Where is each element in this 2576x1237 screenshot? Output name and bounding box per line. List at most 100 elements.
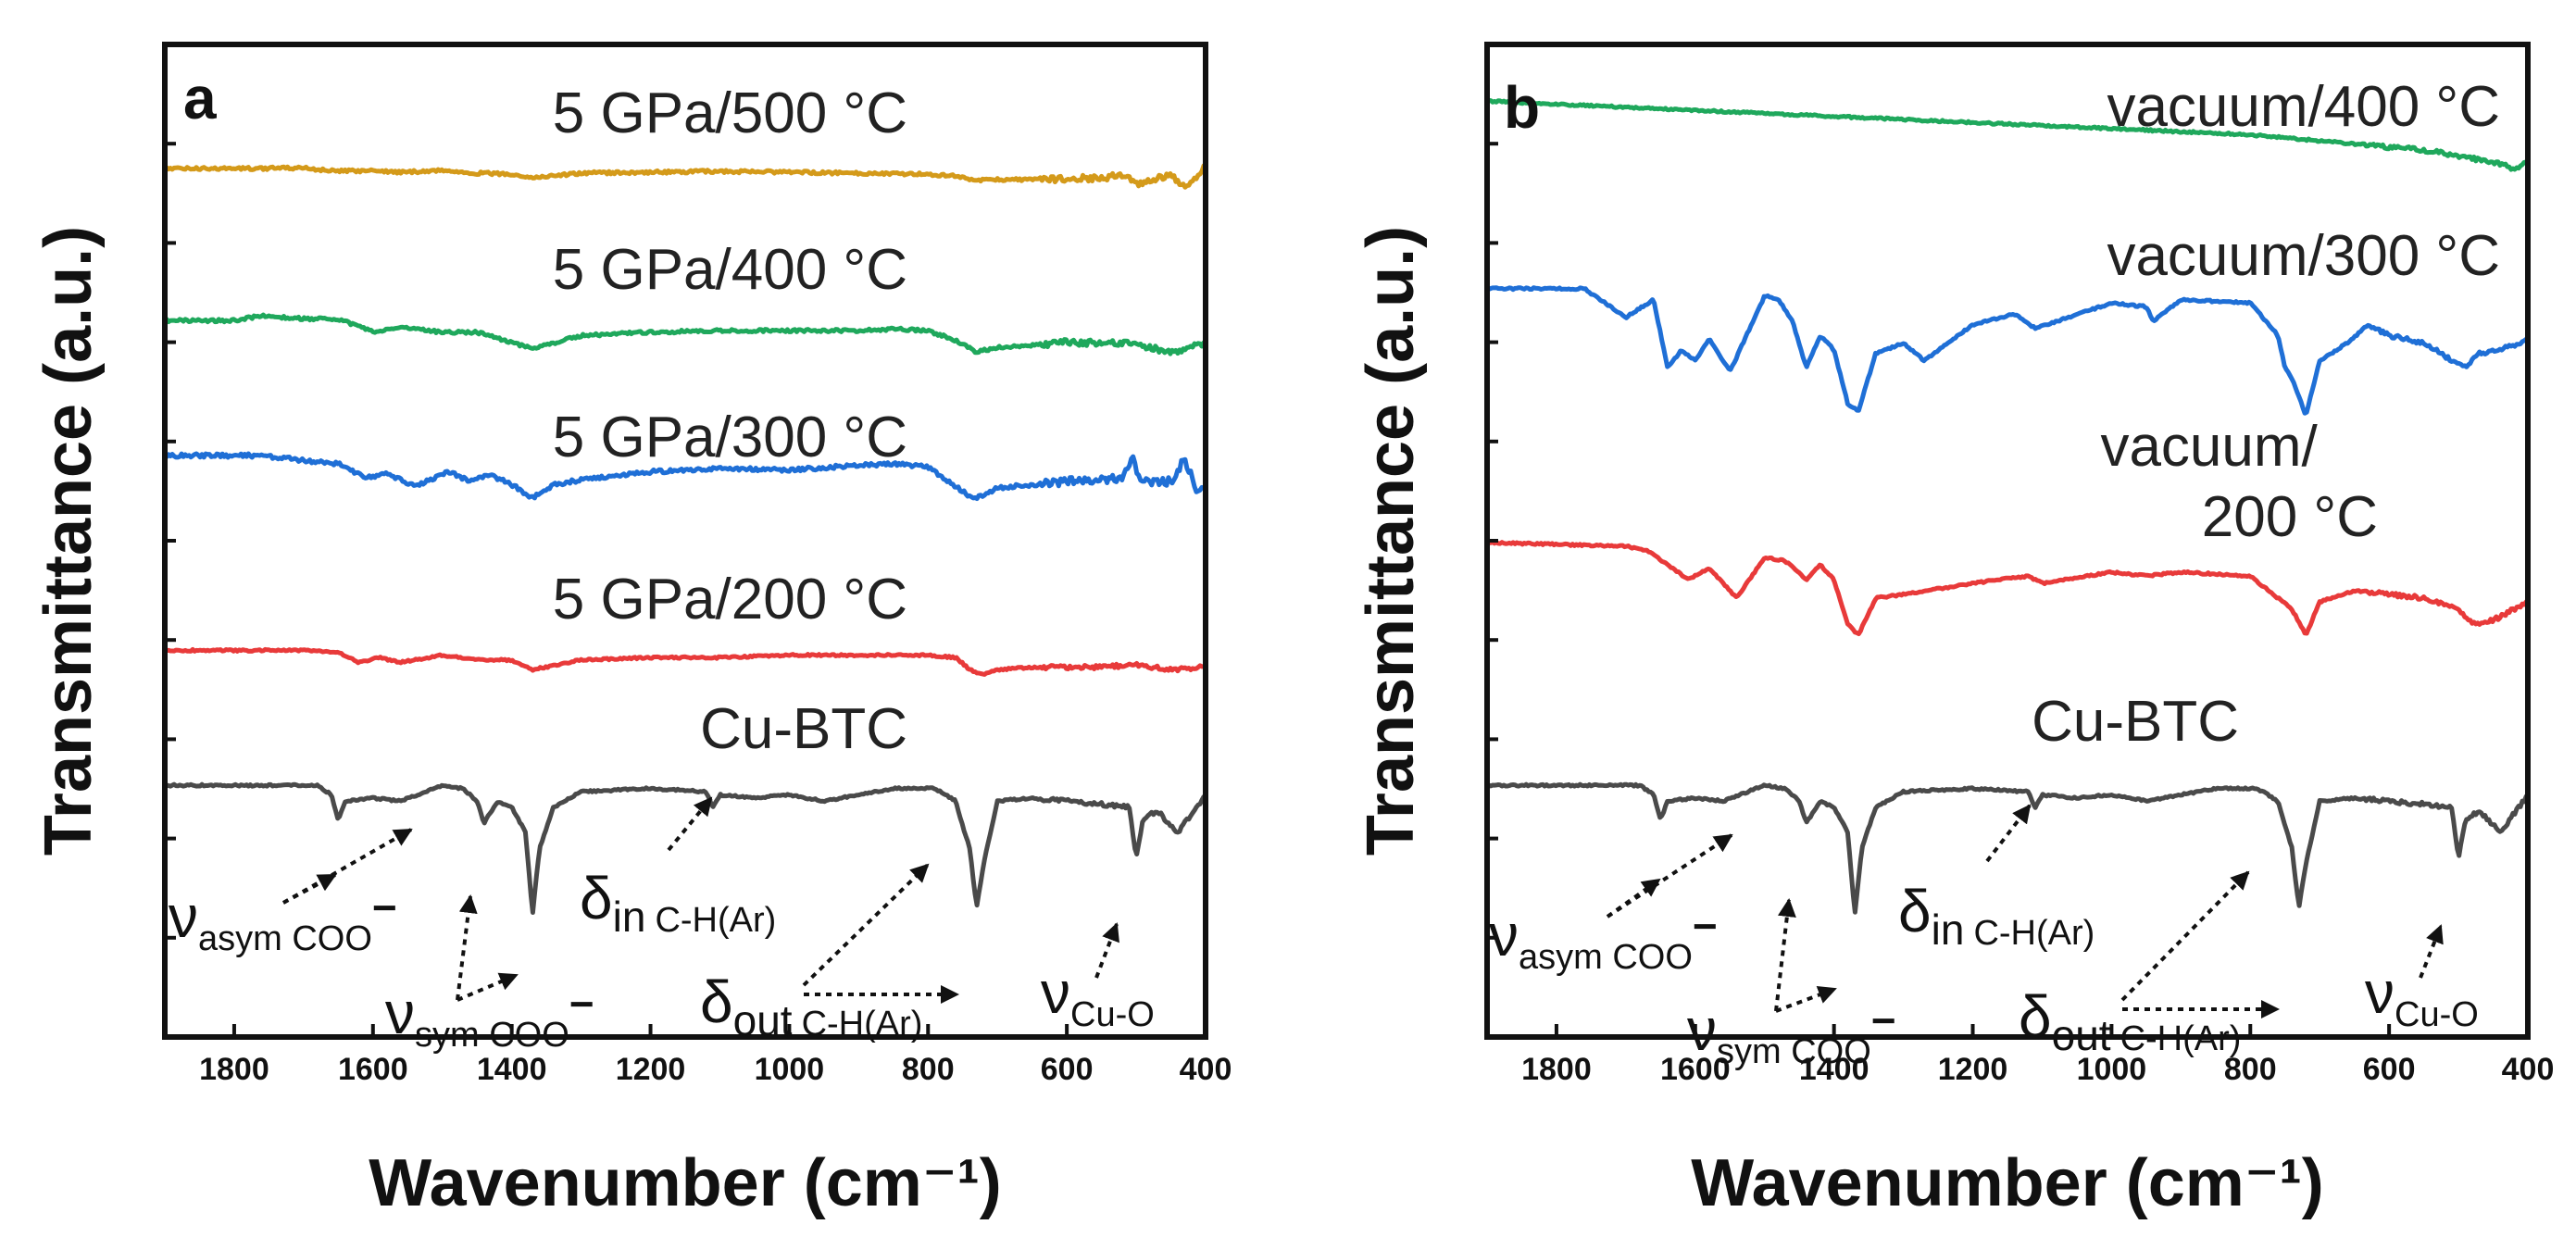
panel-b-letter: b xyxy=(1504,74,1540,141)
panel-a-label-300: 5 GPa/300 °C xyxy=(553,406,907,469)
panel-a-ann-delta-out: δout C-H(Ar) xyxy=(700,968,922,1044)
panel-a-y-ticks xyxy=(165,142,176,940)
arrow xyxy=(456,972,519,1002)
x-tick-label: 1600 xyxy=(338,1052,408,1087)
ann-symbol: ν xyxy=(169,883,198,950)
x-tick-label: 1400 xyxy=(477,1052,547,1087)
panel-a-label-200: 5 GPa/200 °C xyxy=(553,568,907,631)
arrow xyxy=(1606,878,1661,918)
panel-a-x-title: Wavenumber (cm⁻¹) xyxy=(369,1146,1001,1220)
ann-sub: C-H(Ar) xyxy=(1973,914,2095,953)
panel-b-ann-nu-sym: νsym COO− xyxy=(1687,996,1896,1071)
series-line-5-gpa-200-c xyxy=(164,646,1207,677)
panel-a-label-500: 5 GPa/500 °C xyxy=(553,81,907,145)
ann-sub1: out xyxy=(2052,1011,2111,1059)
ann-symbol: δ xyxy=(1898,878,1932,944)
series-line-cu-btc xyxy=(164,781,1207,915)
panel-a-ann-delta-in: δin C-H(Ar) xyxy=(580,865,776,941)
series-line-cu-btc xyxy=(1486,781,2531,915)
panel-b-y-title: Transmittance (a.u.) xyxy=(1354,226,1428,856)
ann-sub: asym COO xyxy=(198,919,372,958)
ann-sub: Cu-O xyxy=(2395,995,2479,1034)
x-tick-label: 400 xyxy=(1180,1052,1232,1087)
ann-sub1: in xyxy=(613,893,646,941)
x-tick-label: 1600 xyxy=(1660,1052,1731,1087)
ann-symbol: δ xyxy=(700,968,733,1035)
series-line-5-gpa-300-c xyxy=(164,451,1207,502)
label-line-1: vacuum/ xyxy=(2100,415,2318,479)
ann-sup: − xyxy=(1693,902,1718,950)
arrow xyxy=(2120,870,2250,1002)
panel-b-ann-delta-out: δout C-H(Ar) xyxy=(2019,983,2241,1059)
arrow xyxy=(456,894,478,1001)
panel-a-annotations: νasym COO− νsym COO− δin C-H(Ar) δout C-H(… xyxy=(169,796,1155,1055)
panel-a-ann-nu-sym: νsym COO− xyxy=(385,980,594,1055)
arrow xyxy=(1985,804,2032,863)
panel-a-letter: a xyxy=(183,65,217,131)
panel-b-series-group xyxy=(1485,97,2531,915)
series-line-5-gpa-500-c xyxy=(163,163,1207,190)
panel-a-series-group xyxy=(163,163,1207,915)
x-tick-label: 600 xyxy=(1041,1052,1094,1087)
x-tick-label: 1800 xyxy=(199,1052,269,1087)
x-tick-label: 600 xyxy=(2363,1052,2416,1087)
x-tick-label: 1400 xyxy=(1799,1052,1869,1087)
panel-b-ann-nu-cuo: νCu-O xyxy=(2365,959,2479,1034)
ann-sub: asym COO xyxy=(1519,938,1693,977)
arrow xyxy=(667,796,713,852)
panel-a-label-400: 5 GPa/400 °C xyxy=(553,238,907,302)
arrow xyxy=(2419,924,2444,979)
ann-sub: sym COO xyxy=(1717,1032,1871,1071)
ann-sup: − xyxy=(1871,996,1896,1044)
x-tick-label: 800 xyxy=(902,1052,955,1087)
panel-b-x-title: Wavenumber (cm⁻¹) xyxy=(1691,1146,2323,1220)
series-line-vacuum-300-c xyxy=(1486,285,2530,416)
ann-symbol: δ xyxy=(580,865,613,931)
panel-b-label-cubtc: Cu-BTC xyxy=(2032,690,2239,754)
arrow xyxy=(802,863,930,987)
ann-sub: Cu-O xyxy=(1070,995,1155,1034)
ann-sub: C-H(Ar) xyxy=(655,901,776,940)
ann-sub: sym COO xyxy=(415,1016,569,1055)
x-tick-label: 400 xyxy=(2502,1052,2555,1087)
series-line-5-gpa-400-c xyxy=(163,312,1207,356)
label-line-2: 200 °C xyxy=(2202,485,2378,549)
x-tick-label: 1000 xyxy=(755,1052,825,1087)
x-tick-label: 1200 xyxy=(1938,1052,2008,1087)
ann-sup: − xyxy=(569,980,594,1028)
arrow xyxy=(1774,898,1796,1012)
ann-symbol: ν xyxy=(385,980,415,1046)
panel-a-frame xyxy=(162,42,1208,1040)
x-tick-label: 1200 xyxy=(616,1052,686,1087)
panel-b-x-ticks: 1800 1600 1400 1200 1000 800 600 400 xyxy=(1521,1024,2554,1087)
panel-b-arrows xyxy=(1606,804,2444,1018)
panel-b: 1800 1600 1400 1200 1000 800 600 400 b vacuum/4… xyxy=(1354,42,2554,1220)
ann-symbol: δ xyxy=(2019,983,2052,1050)
arrow xyxy=(1775,985,1837,1013)
panel-b-ann-nu-asym: νasym COO− xyxy=(1489,902,1718,977)
panel-b-label-300: vacuum/300 °C xyxy=(2107,224,2500,288)
panel-b-label-400: vacuum/400 °C xyxy=(2107,75,2500,139)
ann-sub: C-H(Ar) xyxy=(2120,1019,2242,1058)
panel-a-ann-nu-cuo: νCu-O xyxy=(1041,959,1155,1034)
panel-a-x-ticks: 1800 1600 1400 1200 1000 800 600 400 xyxy=(199,1024,1232,1087)
panel-b-annotations: νasym COO− νsym COO− δin C-H(Ar) δout C-H(… xyxy=(1489,804,2479,1071)
panel-b-y-ticks xyxy=(1487,142,1498,940)
panel-a: 1800 1600 1400 1200 1000 800 600 400 a 5 GPa/50… xyxy=(31,42,1232,1220)
panel-b-label-200: vacuum/ 200 °C xyxy=(2100,415,2378,549)
ann-sub1: out xyxy=(733,996,793,1044)
arrow xyxy=(282,828,413,905)
ann-symbol: ν xyxy=(1687,996,1717,1063)
panel-a-ann-nu-asym: νasym COO− xyxy=(169,883,397,958)
x-tick-label: 1800 xyxy=(1521,1052,1592,1087)
arrow xyxy=(1094,922,1119,979)
panel-a-y-title: Transmittance (a.u.) xyxy=(31,226,106,856)
series-line-vacuum-200-c xyxy=(1486,540,2530,636)
panel-a-arrows xyxy=(282,796,1119,1004)
ann-symbol: ν xyxy=(2365,959,2395,1026)
series-line-vacuum-400-c xyxy=(1485,97,2529,172)
arrow xyxy=(1606,833,1733,918)
ann-sub: C-H(Ar) xyxy=(802,1005,923,1043)
ann-sup: − xyxy=(372,883,397,931)
